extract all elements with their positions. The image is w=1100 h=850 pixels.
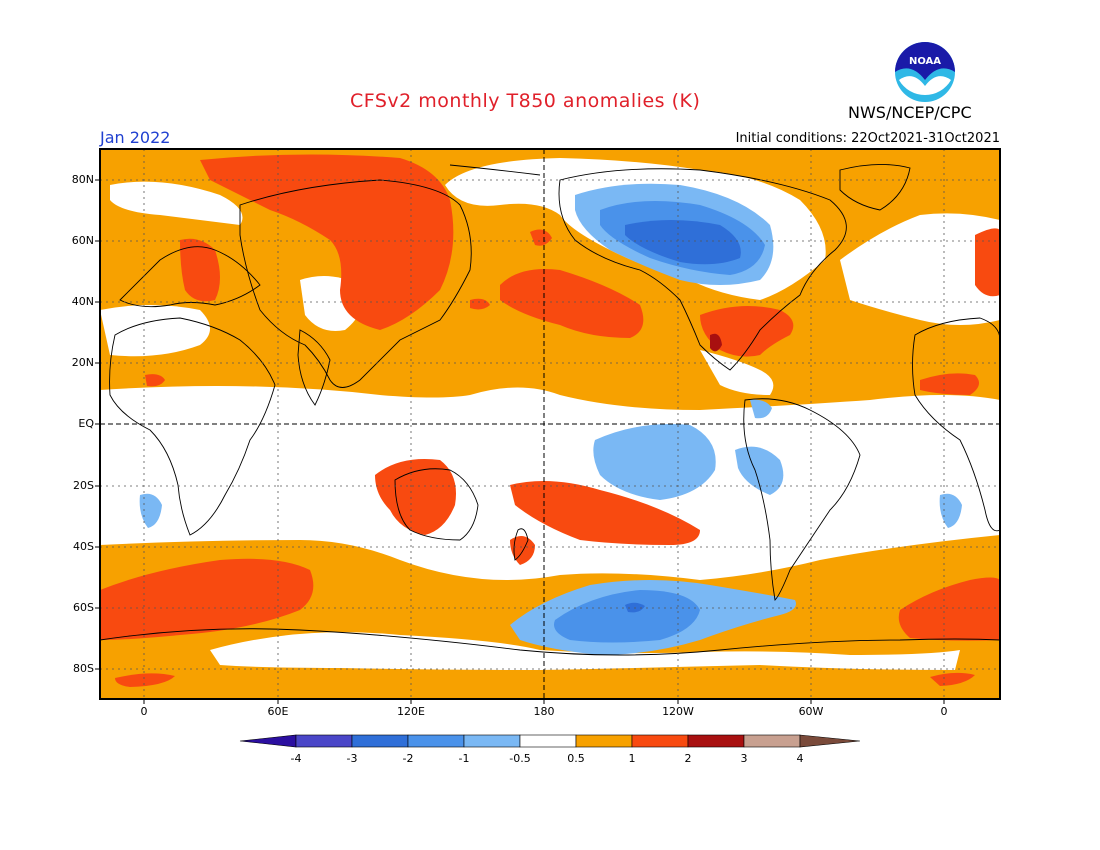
lat-label: 80N: [71, 173, 94, 186]
lon-label: 180: [533, 705, 555, 718]
colorbar-bin: [687, 734, 745, 748]
colorbar-bin: [463, 734, 521, 748]
colorbar-label: 3: [740, 752, 748, 765]
lat-label: EQ: [78, 417, 94, 430]
lat-label: 20N: [71, 356, 94, 369]
lon-label: 120W: [662, 705, 694, 718]
lon-label: 120E: [397, 705, 425, 718]
colorbar-arrow-high: [799, 734, 861, 748]
noaa-logo: NOAA: [895, 42, 955, 102]
chart-title: CFSv2 monthly T850 anomalies (K): [350, 90, 701, 112]
colorbar: [239, 734, 861, 748]
lat-label: 40N: [71, 295, 94, 308]
axis-ticks: [95, 179, 945, 704]
colorbar-bin: [575, 734, 633, 748]
colorbar-bin: [351, 734, 409, 748]
logo-text: NOAA: [909, 56, 941, 67]
coastlines: [100, 163, 1000, 656]
colorbar-bin: [519, 734, 577, 748]
graticule: [100, 149, 1000, 699]
initial-conditions: Initial conditions: 22Oct2021-31Oct2021: [735, 131, 1000, 146]
strong-cool-anomaly: [625, 220, 741, 613]
colorbar-label: 4: [796, 752, 804, 765]
colorbar-label: 1: [628, 752, 636, 765]
lat-label: 60N: [71, 234, 94, 247]
lat-label: 40S: [73, 540, 94, 553]
colorbar-label: -0.5: [509, 752, 531, 765]
lat-label: 80S: [73, 662, 94, 675]
lon-label: 0: [940, 705, 948, 718]
strong-warm-anomaly: [710, 333, 722, 352]
colorbar-label: -3: [346, 752, 358, 765]
colorbar-bin: [743, 734, 801, 748]
lon-label: 60W: [798, 705, 824, 718]
colorbar-label: 2: [684, 752, 692, 765]
colorbar-label: -1: [458, 752, 470, 765]
colorbar-bin: [295, 734, 353, 748]
reference-lines: [100, 149, 1000, 699]
colorbar-bin: [631, 734, 689, 748]
warm-anomaly-regions: [100, 154, 1000, 687]
forecast-month: Jan 2022: [100, 128, 171, 147]
lat-label: 20S: [73, 479, 94, 492]
lon-label: 60E: [267, 705, 289, 718]
colorbar-label: 0.5: [567, 752, 585, 765]
lon-label: 0: [140, 705, 148, 718]
agency-label: NWS/NCEP/CPC: [848, 103, 972, 122]
colorbar-bin: [407, 734, 465, 748]
colorbar-label: -2: [402, 752, 414, 765]
colorbar-label: -4: [290, 752, 302, 765]
lat-label: 60S: [73, 601, 94, 614]
colorbar-arrow-low: [239, 734, 297, 748]
